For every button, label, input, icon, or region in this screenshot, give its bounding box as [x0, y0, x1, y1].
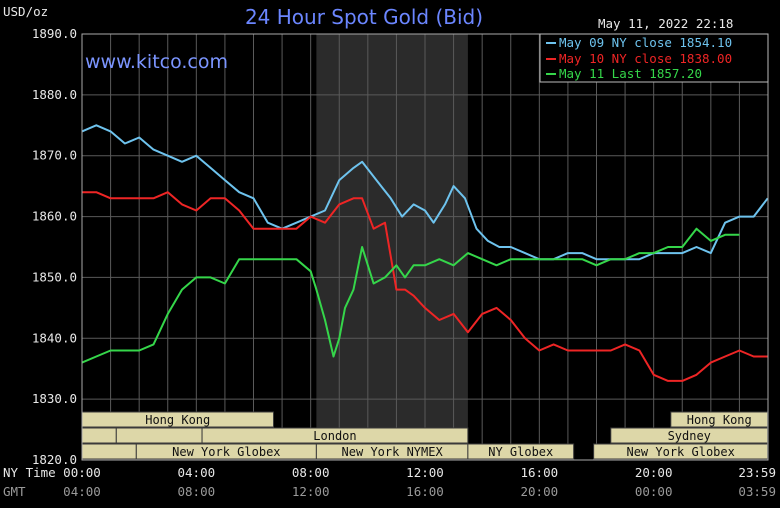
- session-label: Sydney: [668, 429, 711, 443]
- x-tick-label: 08:00: [178, 484, 216, 499]
- x-tick-label: 04:00: [178, 465, 216, 480]
- unit-label: USD/oz: [3, 4, 48, 19]
- session-bars: Hong Kong London New York Globex New York N…: [81, 411, 769, 460]
- x-tick-label: 04:00: [63, 484, 101, 499]
- session-bar: [81, 443, 137, 460]
- grid-lines: [82, 34, 768, 460]
- session-bar: [81, 427, 117, 444]
- chart-title: 24 Hour Spot Gold (Bid): [245, 5, 483, 29]
- plot-border: [81, 33, 769, 461]
- session-bar: [115, 427, 203, 444]
- y-tick-label: 1840.0: [32, 330, 77, 345]
- legend: May 09 NY close 1854.10 May 10 NY close …: [539, 33, 769, 83]
- session-label: London: [313, 429, 356, 443]
- x-tick-label: 20:00: [635, 465, 673, 480]
- y-tick-label: 1860.0: [32, 209, 77, 224]
- x-tick-label: 23:59: [738, 465, 776, 480]
- website-watermark: www.kitco.com: [85, 51, 228, 73]
- legend-entry-may10: May 10 NY close 1838.00: [559, 51, 732, 66]
- y-tick-label: 1830.0: [32, 391, 77, 406]
- session-label: Hong Kong: [145, 413, 210, 427]
- session-label: NY Globex: [488, 445, 553, 459]
- y-tick-label: 1890.0: [32, 26, 77, 41]
- session-label: Hong Kong: [687, 413, 752, 427]
- session-bar: [201, 427, 469, 444]
- x-axis-row-label: GMT: [3, 484, 26, 499]
- session-label: New York Globex: [172, 445, 280, 459]
- x-tick-label: 12:00: [406, 465, 444, 480]
- x-tick-label: 12:00: [292, 484, 330, 499]
- legend-entry-may09: May 09 NY close 1854.10: [559, 35, 732, 50]
- legend-box: [539, 33, 769, 83]
- price-lines: [81, 124, 769, 382]
- series-line: [82, 191, 768, 382]
- x-tick-label: 00:00: [635, 484, 673, 499]
- nymex-shaded-region: [316, 34, 468, 460]
- x-tick-label: 16:00: [406, 484, 444, 499]
- session-bar: [467, 443, 575, 460]
- timestamp: May 11, 2022 22:18: [598, 16, 733, 31]
- y-tick-label: 1870.0: [32, 148, 77, 163]
- y-tick-label: 1820.0: [32, 452, 77, 467]
- y-axis: 1890.0 1880.0 1870.0 1860.0 1850.0 1840.0 1830…: [32, 26, 77, 467]
- legend-entry-may11: May 11 Last 1857.20: [559, 66, 702, 81]
- series-line: [81, 124, 769, 261]
- x-axis-row-label: NY Time: [3, 465, 56, 480]
- series-line: [81, 227, 740, 364]
- session-label: New York NYMEX: [342, 445, 444, 459]
- y-tick-label: 1880.0: [32, 87, 77, 102]
- x-tick-label: 08:00: [292, 465, 330, 480]
- x-tick-label: 16:00: [521, 465, 559, 480]
- x-tick-label: 00:00: [63, 465, 101, 480]
- session-label: New York Globex: [626, 445, 734, 459]
- x-axis: NY Time 00:00 04:00 08:00 12:00 16:00 20:00 23:…: [3, 465, 776, 499]
- x-tick-label: 03:59: [738, 484, 776, 499]
- y-tick-label: 1850.0: [32, 269, 77, 284]
- x-tick-label: 20:00: [521, 484, 559, 499]
